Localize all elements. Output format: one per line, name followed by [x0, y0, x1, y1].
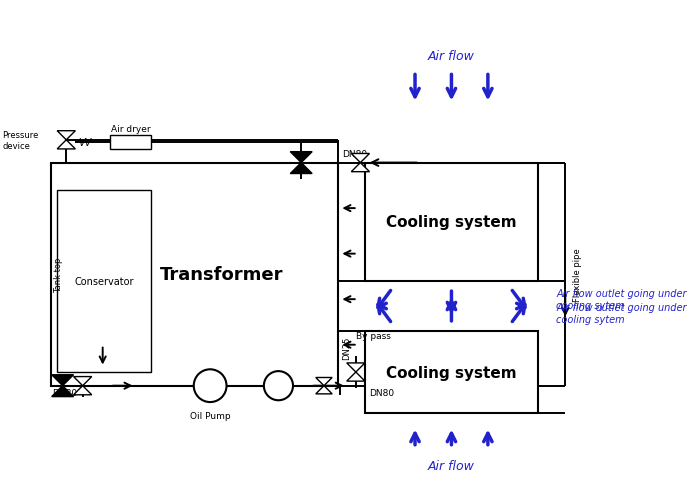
Polygon shape [347, 372, 365, 381]
Polygon shape [351, 154, 369, 163]
Bar [365, 331, 538, 413]
Polygon shape [73, 386, 91, 395]
Text: VV: VV [78, 137, 91, 147]
Text: DN80: DN80 [369, 389, 394, 398]
Polygon shape [57, 131, 75, 141]
Text: Air flow outlet going under
cooling sytem: Air flow outlet going under cooling syte… [556, 303, 687, 324]
Text: Air flow outlet going under
cooling sytem: Air flow outlet going under cooling syte… [556, 289, 687, 310]
Bar [51, 163, 338, 386]
Text: Tank top: Tank top [54, 257, 63, 292]
Bar [110, 136, 151, 150]
Text: Conservator: Conservator [74, 277, 134, 287]
Polygon shape [290, 152, 312, 163]
Text: Transformer: Transformer [160, 266, 283, 284]
Circle shape [264, 371, 293, 400]
Polygon shape [290, 163, 312, 174]
Text: Pressure
device: Pressure device [3, 131, 39, 150]
Polygon shape [315, 378, 332, 386]
Text: ICH: ICH [271, 381, 285, 390]
Text: By pass: By pass [356, 331, 391, 340]
Polygon shape [52, 386, 73, 397]
Text: DN25: DN25 [342, 336, 351, 359]
Polygon shape [351, 163, 369, 172]
Text: Flexible pipe: Flexible pipe [572, 248, 581, 302]
Bar [57, 190, 151, 372]
Polygon shape [347, 363, 365, 372]
Bar [365, 163, 538, 282]
Polygon shape [57, 141, 75, 150]
Text: Air dryer: Air dryer [111, 125, 150, 134]
Polygon shape [315, 386, 332, 394]
Text: Oil Pump: Oil Pump [190, 411, 230, 420]
Polygon shape [73, 377, 91, 386]
Text: DN80: DN80 [52, 389, 77, 398]
Text: DN80: DN80 [342, 150, 367, 159]
Circle shape [194, 370, 227, 402]
Text: Cooling system: Cooling system [386, 365, 517, 380]
Polygon shape [52, 375, 73, 386]
Text: Cooling system: Cooling system [386, 215, 517, 230]
Text: Air flow: Air flow [428, 458, 475, 471]
Text: Air flow: Air flow [428, 50, 475, 63]
